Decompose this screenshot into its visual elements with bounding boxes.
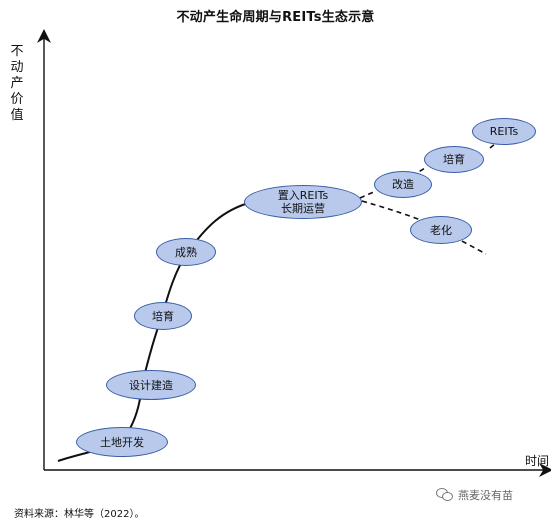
aging-branch-curve — [361, 200, 487, 255]
node-mature: 成熟 — [156, 238, 216, 266]
diagram-title: 不动产生命周期与REITs生态示意 — [176, 10, 375, 25]
node-reits-operation: 置入REITs 长期运营 — [244, 185, 362, 219]
lifecycle-curve — [57, 201, 253, 462]
node-land-development: 土地开发 — [76, 427, 168, 457]
node-cultivate-1: 培育 — [134, 302, 192, 330]
node-design-build: 设计建造 — [106, 370, 196, 400]
node-renovation: 改造 — [374, 171, 432, 198]
wechat-icon — [436, 488, 454, 502]
watermark: 燕麦没有苗 — [436, 487, 513, 503]
node-cultivate-2: 培育 — [424, 146, 484, 173]
node-aging: 老化 — [410, 216, 472, 244]
node-reits: REITs — [472, 118, 536, 145]
source-note: 资料来源：林华等（2022）。 — [14, 509, 145, 520]
watermark-text: 燕麦没有苗 — [458, 489, 513, 502]
y-axis-label: 不动产价值 — [10, 44, 24, 123]
